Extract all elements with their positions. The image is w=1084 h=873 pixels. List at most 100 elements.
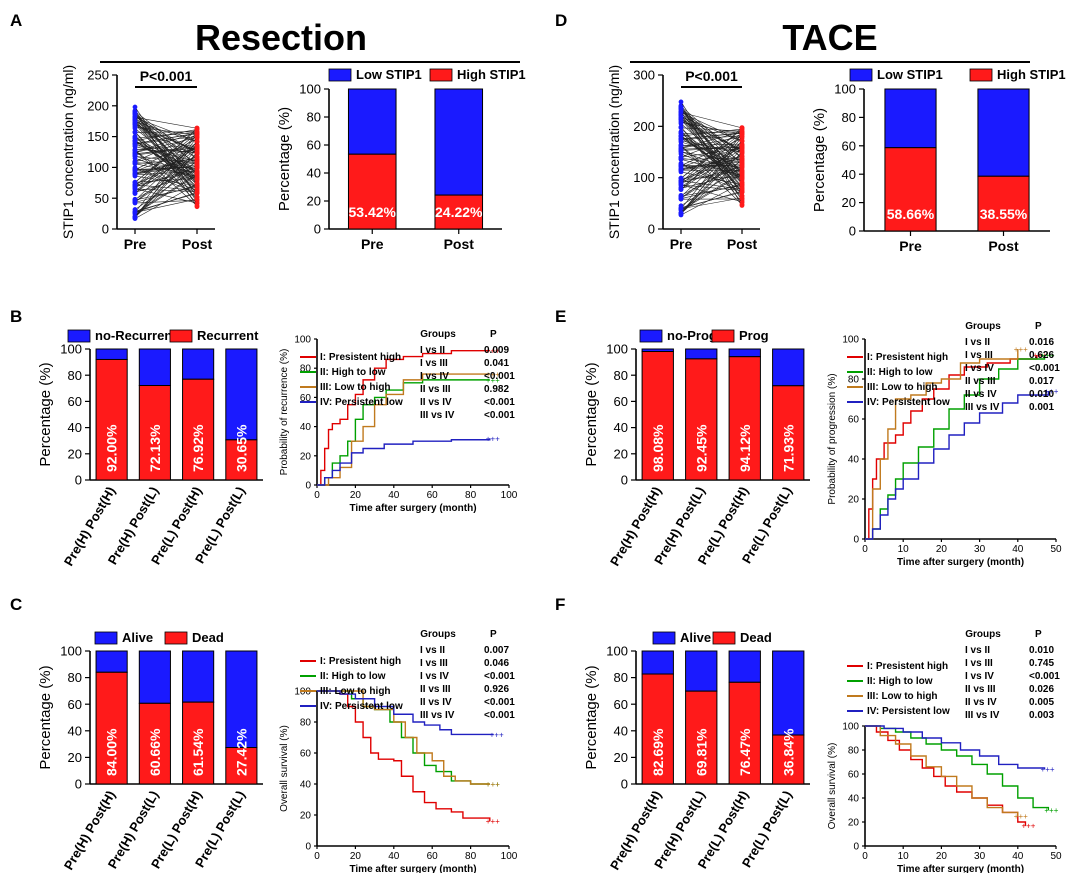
pair-line [680,173,743,189]
post-point [739,163,745,169]
pre-point [132,130,138,135]
pre-point [132,214,138,219]
post-point [739,189,745,195]
y-tick-label: 150 [87,129,109,144]
post-point [194,168,200,174]
pair-line [134,113,198,174]
legend-label: I: Presistent high [867,352,948,363]
km-plot-F-km: Overall survival (%) 0 20 40 60 80 100 0 10 20 30 4… [827,629,1062,873]
bar-value-label: 36.84% [780,728,796,776]
legend-label: III: Low to high [320,382,391,393]
pair-line [680,108,743,173]
bar-high-segment [685,690,718,785]
table-p-value: 0.041 [484,358,509,369]
bar-low-segment [977,88,1030,177]
pre-point [678,119,684,125]
table-header-p: P [1035,629,1042,640]
x-tick-label: Pre [899,238,922,254]
y-tick-label: 80 [300,364,312,375]
x-axis-title: Time after surgery (month) [349,503,476,514]
post-point [739,167,745,173]
pre-point [132,179,138,185]
pair-line [134,185,198,203]
pair-line [680,111,743,193]
km-curve-II [865,725,1050,810]
bar-high-segment [138,385,171,481]
bar-high-segment [977,175,1030,232]
y-tick-label: 60 [300,393,312,404]
x-axis-title: Time after surgery (month) [897,557,1024,568]
pair-line [680,131,743,134]
km-plot-E-km: Probability of progression (%) 0 20 40 60 80 1… [827,321,1062,568]
bar-value-label: 30.65% [233,424,249,472]
stacked-bar-D-right: Percentage (%) 0 20 40 60 80 100 58.66% Pre 38.55… [811,67,1066,254]
legend-label: I: Presistent high [320,352,401,363]
pre-point [678,206,684,212]
tace-title: TACE [782,17,877,58]
y-tick-label: 80 [842,110,856,125]
bar-value-label: 27.42% [233,728,249,776]
panel-letter-f: F [555,595,565,614]
x-tick-label: 50 [1050,544,1062,555]
pair-line [134,128,198,178]
pair-line [680,190,743,209]
table-header-groups: Groups [965,321,1001,332]
pair-line [680,166,743,207]
post-point [194,154,200,160]
pair-line [680,164,743,193]
y-tick-label: 100 [606,644,628,659]
table-group: II vs IV [965,389,997,400]
legend-label: I: Presistent high [320,656,401,667]
table-group: II vs III [420,384,451,395]
y-tick-label: 60 [842,138,856,153]
pre-point [678,161,684,167]
y-tick-label: 40 [614,723,628,738]
y-tick-label: 20 [848,818,860,829]
table-p-value: <0.001 [484,397,515,408]
legend-swatch [849,68,873,82]
bar-value-label: 53.42% [349,204,397,220]
legend-label: no-Prog [667,328,717,343]
x-tick-label: 20 [936,544,948,555]
table-p-value: <0.001 [484,371,515,382]
table-header-p: P [490,629,497,640]
y-tick-label: 80 [848,375,860,386]
pre-point [132,166,138,172]
y-tick-label: 40 [848,794,860,805]
bar-high-segment [95,358,128,481]
y-tick-label: 0 [314,222,321,237]
y-tick-label: 0 [621,777,628,792]
y-tick-label: 40 [307,166,321,181]
pair-line [134,156,198,185]
x-tick-label: 40 [388,490,400,501]
table-group: III vs IV [965,402,1000,413]
y-tick-label: 60 [614,697,628,712]
panel-letter-c: C [10,595,22,614]
pair-line [680,131,743,149]
bar-value-label: 71.93% [780,424,796,472]
legend-label: II: High to low [867,367,933,378]
y-axis-title: Percentage (%) [37,362,54,466]
y-tick-label: 100 [60,342,82,357]
y-tick-label: 60 [68,394,82,409]
bar-value-label: 58.66% [887,206,935,222]
paired-plot-D-left: STIP1 concentration (ng/ml) 0 100 200 300 Pre… [606,65,760,252]
y-axis-title: STIP1 concentration (ng/ml) [60,65,76,239]
table-header-groups: Groups [420,629,456,640]
table-group: I vs IV [965,363,994,374]
y-axis-title: Probability of recurrence (%) [279,349,290,476]
bar-high-segment [95,671,128,785]
bar-high-segment [685,358,718,481]
legend-label: no-Recurrent [95,328,177,343]
pair-line [680,140,743,214]
censor-marks: +++ [1033,351,1047,360]
bar-low-segment [685,348,718,360]
pre-point [678,133,684,139]
km-curve-IV [317,690,494,736]
table-p-value: 0.982 [484,384,509,395]
table-p-value: <0.001 [484,697,515,708]
pair-line [680,184,743,199]
table-group: III vs IV [420,710,455,721]
post-point [739,153,745,159]
